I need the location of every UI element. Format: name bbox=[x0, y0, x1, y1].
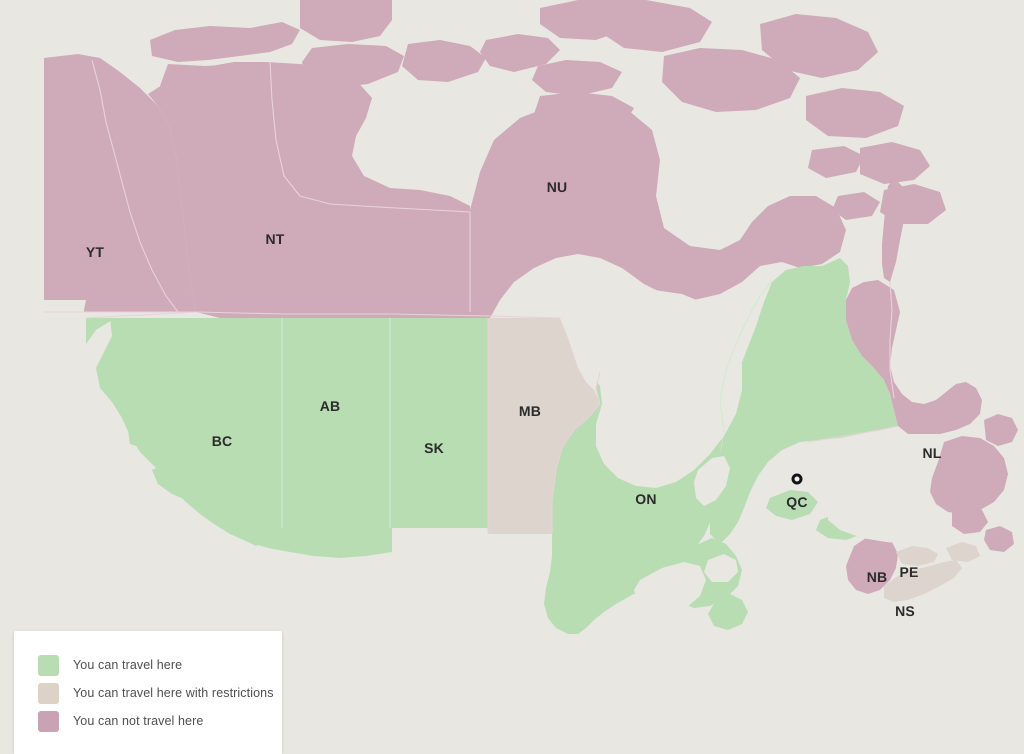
region-saskatchewan[interactable] bbox=[390, 318, 488, 528]
region-yukon[interactable] bbox=[44, 54, 196, 312]
region-prince-edward-island[interactable] bbox=[896, 546, 938, 566]
location-marker-icon[interactable] bbox=[791, 473, 803, 485]
legend-item-closed: You can not travel here bbox=[14, 707, 282, 735]
region-nova-scotia[interactable] bbox=[884, 542, 980, 602]
region-northwest-territories[interactable] bbox=[148, 62, 470, 318]
region-newfoundland-labrador[interactable] bbox=[846, 178, 1018, 552]
legend-label-restricted: You can travel here with restrictions bbox=[73, 686, 274, 700]
legend-swatch-restricted bbox=[38, 682, 59, 704]
region-alberta[interactable] bbox=[282, 318, 390, 528]
province-borders bbox=[44, 59, 899, 534]
legend-item-open: You can travel here bbox=[14, 651, 282, 679]
map-legend: You can travel here You can travel here … bbox=[14, 631, 282, 754]
map-waterbodies bbox=[0, 290, 946, 614]
legend-label-closed: You can not travel here bbox=[73, 714, 204, 728]
legend-swatch-closed bbox=[38, 710, 59, 732]
region-manitoba[interactable] bbox=[488, 318, 600, 534]
region-nunavut[interactable] bbox=[150, 0, 946, 554]
legend-swatch-open bbox=[38, 654, 59, 676]
legend-label-open: You can travel here bbox=[73, 658, 183, 672]
region-new-brunswick[interactable] bbox=[846, 536, 898, 594]
legend-item-restricted: You can travel here with restrictions bbox=[14, 679, 282, 707]
